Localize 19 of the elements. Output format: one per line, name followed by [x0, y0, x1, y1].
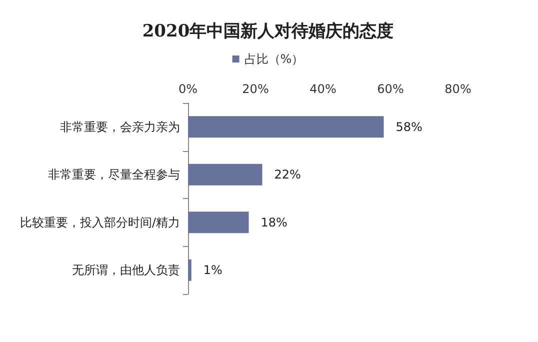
data-label: 18%	[260, 215, 288, 230]
y-tick-label: 比较重要，投入部分时间/精力	[20, 215, 180, 230]
y-tick-label: 非常重要，会亲力亲为	[60, 120, 180, 134]
legend-label: 占比（%）	[244, 52, 304, 66]
bar	[188, 116, 384, 138]
data-label: 22%	[274, 168, 301, 182]
x-tick-label: 0%	[178, 82, 198, 96]
x-tick-label: 40%	[310, 82, 336, 96]
bar	[188, 212, 249, 234]
y-tick-label: 无所谓，由他人负责	[72, 263, 180, 278]
bar	[188, 164, 262, 186]
data-label: 1%	[203, 263, 222, 278]
bar	[188, 259, 192, 281]
x-tick-label: 80%	[444, 82, 472, 96]
x-tick-label: 20%	[242, 82, 269, 96]
chart-title: 2020年中国新人对待婚庆的态度	[142, 22, 394, 42]
x-tick-label: 60%	[377, 82, 404, 96]
y-tick-label: 非常重要，尽量全程参与	[48, 168, 180, 182]
data-label: 58%	[396, 120, 422, 134]
